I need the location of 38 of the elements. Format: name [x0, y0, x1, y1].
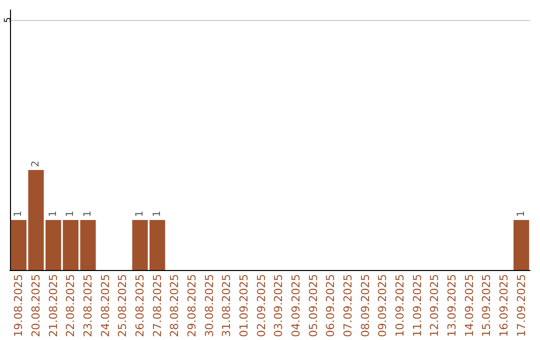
x-tick-label: 19.08.2025 — [12, 274, 26, 337]
x-tick-label: 07.09.2025 — [342, 274, 354, 337]
x-tick-label: 23.08.2025 — [82, 274, 94, 337]
x-tick-label: 04.09.2025 — [290, 274, 302, 337]
x-tick-label: 16.09.2025 — [498, 274, 510, 337]
data-label: 1 — [48, 210, 59, 217]
data-label: 1 — [13, 210, 24, 217]
data-label: 1 — [152, 210, 163, 217]
x-tick-label: 21.08.2025 — [46, 274, 60, 337]
x-tick-label: 26.08.2025 — [134, 274, 146, 337]
x-tick-label: 31.08.2025 — [220, 274, 234, 337]
x-tick-label: 14.09.2025 — [462, 274, 476, 337]
x-tick-label: 15.09.2025 — [480, 274, 494, 337]
x-tick-label: 12.09.2025 — [428, 274, 442, 337]
x-tick-label: 03.09.2025 — [272, 274, 286, 337]
x-tick-label: 30.08.2025 — [202, 274, 216, 337]
x-tick-label: 22.08.2025 — [64, 274, 78, 337]
data-label: 1 — [134, 210, 146, 217]
x-tick-label: 09.09.2025 — [376, 274, 390, 337]
x-tick-label: 13.09.2025 — [446, 274, 458, 337]
x-tick-label: 25.08.2025 — [116, 274, 130, 337]
x-tick-label: 29.08.2025 — [186, 274, 198, 337]
x-tick-label: 17.09.2025 — [514, 274, 528, 337]
x-tick-label: 10.09.2025 — [394, 274, 406, 337]
x-tick-label: 05.09.2025 — [306, 274, 320, 337]
data-label: 1 — [65, 210, 76, 217]
x-tick-label: 08.09.2025 — [358, 274, 372, 337]
data-label: 2 — [30, 160, 42, 167]
data-label: 1 — [516, 210, 527, 217]
x-tick-label: 27.08.2025 — [150, 274, 164, 337]
x-tick-label: 01.09.2025 — [238, 274, 250, 337]
data-label: 1 — [82, 210, 94, 217]
x-tick-label: 20.08.2025 — [30, 274, 42, 337]
x-tick-label: 11.09.2025 — [410, 274, 424, 337]
x-tick-label: 06.09.2025 — [324, 274, 338, 337]
x-tick-label: 02.09.2025 — [254, 274, 268, 337]
x-tick-label: 28.08.2025 — [168, 274, 182, 337]
x-tick-label: 24.08.2025 — [98, 274, 112, 337]
